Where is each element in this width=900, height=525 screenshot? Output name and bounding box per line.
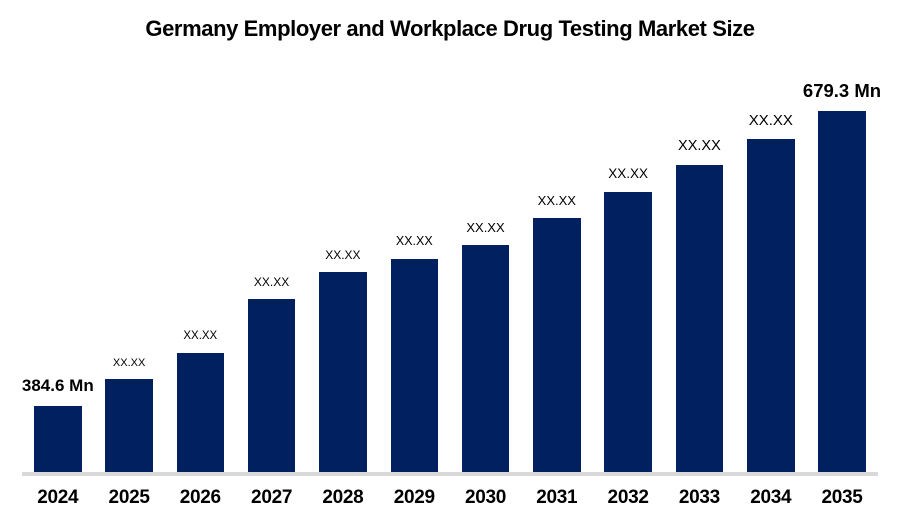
bar-2032 [604,192,652,472]
bar-2024 [34,406,82,472]
bar-value-label-2027: XX.XX [253,274,290,289]
bar-2035 [818,111,866,472]
x-tick-label-2034: 2034 [750,487,792,508]
bar-value-label-2035: 679.3 Mn [802,79,882,101]
x-tick-label-2024: 2024 [37,487,79,508]
bar-value-label-2029: XX.XX [395,234,433,249]
x-tick-label-2031: 2031 [536,487,578,508]
x-tick-label-2033: 2033 [678,487,720,508]
bar-value-label-2030: XX.XX [466,219,505,235]
bar-2026 [176,353,225,472]
bar-value-label-2032: XX.XX [608,166,648,182]
x-tick-label-2026: 2026 [179,487,221,508]
bar-value-label-2031: XX.XX [537,192,576,208]
x-tick-label-2028: 2028 [322,487,364,508]
x-tick-label-2025: 2025 [108,487,150,508]
chart-title: Germany Employer and Workplace Drug Test… [145,16,755,41]
bar-2030 [461,245,510,472]
x-axis-line [22,472,878,476]
bar-2034 [747,139,795,472]
x-tick-label-2027: 2027 [251,487,293,508]
bar-value-label-2034: XX.XX [748,111,793,129]
x-tick-label-2035: 2035 [821,487,863,508]
bar-2028 [319,272,367,472]
bar-value-label-2024: 384.6 Mn [21,376,94,396]
bar-2031 [533,218,581,472]
bar-value-label-2033: XX.XX [678,138,721,155]
bar-value-label-2025: XX.XX [112,356,146,369]
bar-2029 [390,259,438,472]
x-tick-label-2032: 2032 [607,487,649,508]
bar-value-label-2026: XX.XX [183,330,218,343]
bar-2027 [247,299,296,472]
bar-2025 [105,379,153,472]
x-tick-label-2030: 2030 [464,487,507,508]
bar-value-label-2028: XX.XX [325,247,361,262]
x-tick-label-2029: 2029 [393,487,435,508]
bar-2033 [675,165,724,472]
